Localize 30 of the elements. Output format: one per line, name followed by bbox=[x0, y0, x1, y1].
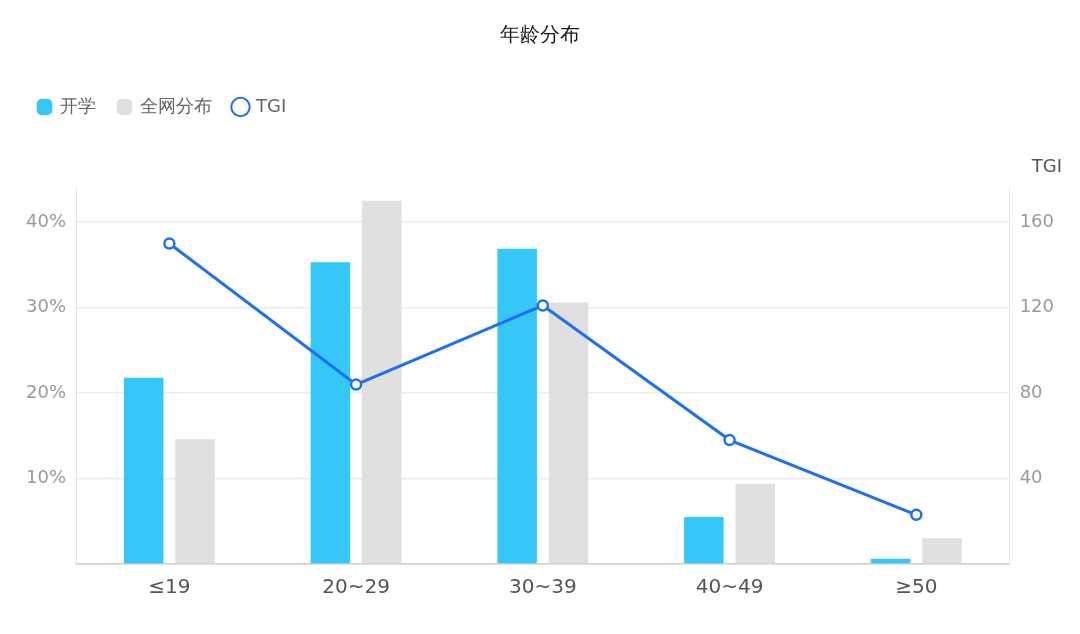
point bbox=[723, 433, 736, 447]
x-tick-label: ≥50 bbox=[895, 574, 938, 599]
y2-tick-label: 40 bbox=[1019, 466, 1043, 488]
y2-tick-label: 80 bbox=[1019, 380, 1043, 402]
point bbox=[163, 237, 176, 250]
x-tick-label: 40~49 bbox=[695, 574, 764, 599]
bar bbox=[922, 538, 962, 564]
y2-tick-label: 160 bbox=[1019, 209, 1054, 231]
y-tick-label: 10% bbox=[25, 466, 67, 488]
bar bbox=[870, 558, 911, 564]
bar bbox=[684, 517, 724, 564]
x-tick-label: 20~29 bbox=[322, 574, 390, 599]
y-tick-label: 30% bbox=[25, 295, 67, 317]
y2-axis-title: TGI bbox=[1030, 154, 1062, 176]
legend-label: 全网分布 bbox=[140, 94, 212, 116]
bar bbox=[497, 248, 537, 564]
legend-label: 开学 bbox=[60, 94, 96, 116]
legend-label: TGI bbox=[255, 94, 287, 116]
bar bbox=[123, 377, 164, 564]
point bbox=[536, 299, 550, 312]
y-tick-label: 20% bbox=[25, 380, 67, 402]
x-tick-label: 30~39 bbox=[509, 574, 577, 599]
y-tick-label: 40% bbox=[25, 209, 67, 231]
point bbox=[349, 378, 363, 391]
point bbox=[910, 508, 923, 522]
y2-tick-label: 120 bbox=[1019, 295, 1054, 317]
bar bbox=[310, 262, 351, 564]
x-tick-label: ≤19 bbox=[148, 574, 191, 599]
chart-title: 年龄分布 bbox=[500, 22, 580, 47]
bar bbox=[735, 483, 775, 564]
